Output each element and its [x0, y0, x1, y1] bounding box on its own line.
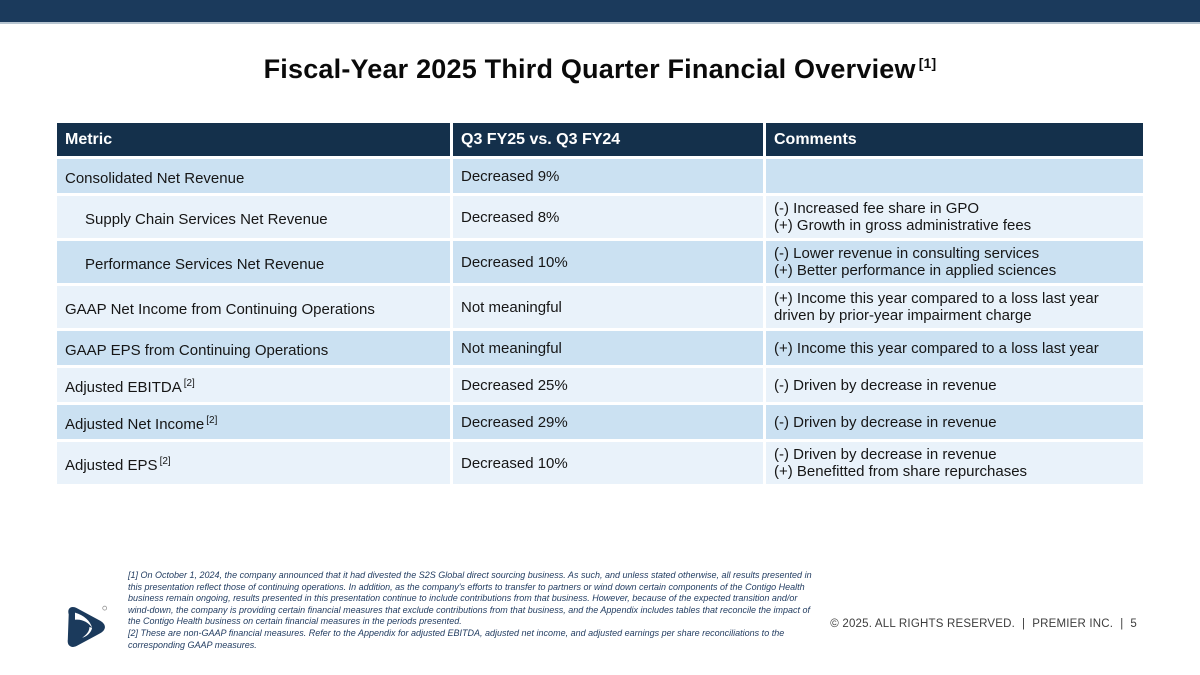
separator: |: [1022, 618, 1026, 630]
change-cell: Not meaningful: [453, 286, 763, 328]
comments-cell: (-) Driven by decrease in revenue: [766, 368, 1143, 402]
premier-logo-icon: [57, 600, 111, 654]
change-cell: Decreased 25%: [453, 368, 763, 402]
table-row: Adjusted EBITDA [2] Decreased 25% (-) Dri…: [57, 368, 1143, 402]
footer-copyright: © 2025. ALL RIGHTS RESERVED. | PREMIER INC…: [830, 618, 1137, 630]
header-cell-comments: Comments: [766, 123, 1143, 156]
change-cell: Not meaningful: [453, 331, 763, 365]
metric-footnote-ref: [2]: [206, 414, 218, 426]
comment-line: (-) Lower revenue in consulting services: [774, 245, 1040, 262]
title-footnote-ref: [1]: [918, 55, 937, 71]
comment-line: driven by prior-year impairment charge: [774, 307, 1032, 324]
top-accent-bar: [0, 0, 1200, 24]
change-cell: Decreased 10%: [453, 442, 763, 484]
table-row: Adjusted EPS [2] Decreased 10% (-) Driven…: [57, 442, 1143, 484]
footnote-2: [2] These are non-GAAP financial measure…: [128, 627, 785, 650]
comments-cell: (-) Driven by decrease in revenue (+) Be…: [766, 442, 1143, 484]
table-row: Adjusted Net Income [2] Decreased 29% (-)…: [57, 405, 1143, 439]
metric-cell: Consolidated Net Revenue: [57, 159, 450, 193]
metric-cell: Adjusted EPS [2]: [57, 442, 450, 484]
comments-cell: (-) Driven by decrease in revenue: [766, 405, 1143, 439]
table-header-row: Metric Q3 FY25 vs. Q3 FY24 Comments: [57, 123, 1143, 156]
metric-label: Adjusted Net Income: [65, 415, 205, 433]
metric-label: Supply Chain Services Net Revenue: [85, 210, 328, 228]
metric-cell: Adjusted EBITDA [2]: [57, 368, 450, 402]
metric-cell: GAAP EPS from Continuing Operations: [57, 331, 450, 365]
header-cell-metric: Metric: [57, 123, 450, 156]
metric-cell: Supply Chain Services Net Revenue: [57, 196, 450, 238]
metric-footnote-ref: [2]: [183, 377, 195, 389]
metric-label: GAAP Net Income from Continuing Operatio…: [65, 300, 375, 318]
page-number: 5: [1130, 618, 1137, 630]
comment-line: (-) Driven by decrease in revenue: [774, 446, 997, 463]
footnote-1: [1] On October 1, 2024, the company anno…: [128, 570, 812, 627]
metric-footnote-ref: [2]: [159, 455, 171, 467]
comments-cell: (+) Income this year compared to a loss …: [766, 331, 1143, 365]
financial-table: Metric Q3 FY25 vs. Q3 FY24 Comments Cons…: [57, 123, 1143, 484]
change-cell: Decreased 9%: [453, 159, 763, 193]
separator: |: [1120, 618, 1124, 630]
change-cell: Decreased 29%: [453, 405, 763, 439]
page-title-text: Fiscal-Year 2025 Third Quarter Financial…: [263, 54, 916, 84]
change-cell: Decreased 10%: [453, 241, 763, 283]
comment-line: (+) Better performance in applied scienc…: [774, 262, 1057, 279]
change-cell: Decreased 8%: [453, 196, 763, 238]
metric-label: GAAP EPS from Continuing Operations: [65, 341, 329, 359]
metric-cell: Performance Services Net Revenue: [57, 241, 450, 283]
footnotes-block: [1] On October 1, 2024, the company anno…: [128, 570, 812, 651]
metric-cell: GAAP Net Income from Continuing Operatio…: [57, 286, 450, 328]
copyright-text: © 2025. ALL RIGHTS RESERVED.: [830, 618, 1016, 630]
comment-line: (-) Increased fee share in GPO: [774, 200, 980, 217]
metric-cell: Adjusted Net Income [2]: [57, 405, 450, 439]
comments-cell: (+) Income this year compared to a loss …: [766, 286, 1143, 328]
table-row: Consolidated Net Revenue Decreased 9%: [57, 159, 1143, 193]
comments-cell: (-) Lower revenue in consulting services…: [766, 241, 1143, 283]
table-row: Performance Services Net Revenue Decreas…: [57, 241, 1143, 283]
table-row: Supply Chain Services Net Revenue Decrea…: [57, 196, 1143, 238]
header-cell-change: Q3 FY25 vs. Q3 FY24: [453, 123, 763, 156]
table-row: GAAP Net Income from Continuing Operatio…: [57, 286, 1143, 328]
comment-line: (-) Driven by decrease in revenue: [774, 413, 997, 431]
metric-label: Performance Services Net Revenue: [85, 255, 325, 273]
comment-line: (+) Income this year compared to a loss …: [774, 339, 1099, 357]
comment-line: (+) Income this year compared to a loss …: [774, 290, 1099, 307]
comments-cell: (-) Increased fee share in GPO (+) Growt…: [766, 196, 1143, 238]
page-title: Fiscal-Year 2025 Third Quarter Financial…: [0, 54, 1200, 85]
company-name: PREMIER INC.: [1032, 618, 1114, 630]
comments-cell: [766, 159, 1143, 193]
comment-line: (+) Growth in gross administrative fees: [774, 217, 1032, 234]
metric-label: Consolidated Net Revenue: [65, 169, 245, 187]
comment-line: (+) Benefitted from share repurchases: [774, 463, 1028, 480]
table-row: GAAP EPS from Continuing Operations Not …: [57, 331, 1143, 365]
metric-label: Adjusted EBITDA: [65, 378, 182, 396]
comment-line: (-) Driven by decrease in revenue: [774, 376, 997, 394]
metric-label: Adjusted EPS: [65, 456, 158, 474]
